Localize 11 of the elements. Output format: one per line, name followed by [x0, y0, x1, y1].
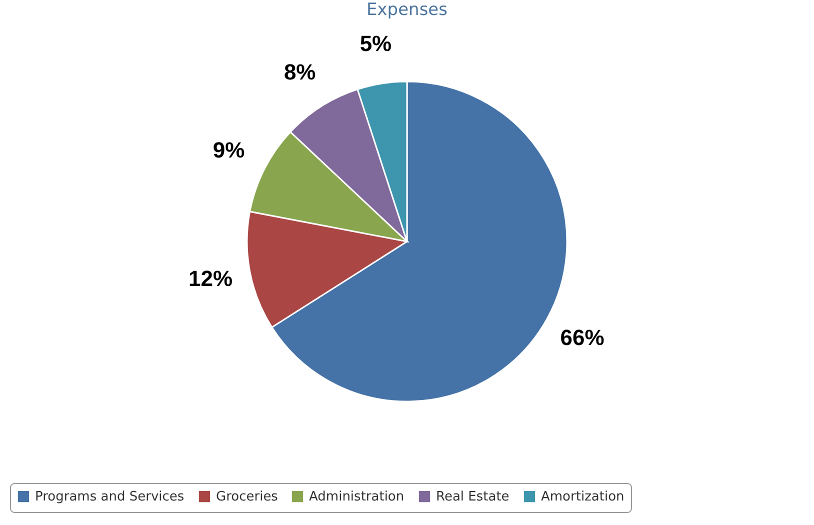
legend-label: Groceries	[216, 490, 278, 505]
legend-label: Administration	[309, 490, 404, 505]
chart-title: Expenses	[366, 0, 448, 20]
data-label: 12%	[188, 266, 233, 291]
legend-label: Real Estate	[436, 490, 510, 505]
data-label: 5%	[360, 30, 392, 56]
legend-label: Programs and Services	[35, 490, 184, 505]
data-label: 9%	[212, 138, 245, 163]
data-label: 8%	[284, 60, 316, 85]
legend-label: Amortization	[541, 490, 624, 505]
data-label: 66%	[560, 324, 604, 350]
